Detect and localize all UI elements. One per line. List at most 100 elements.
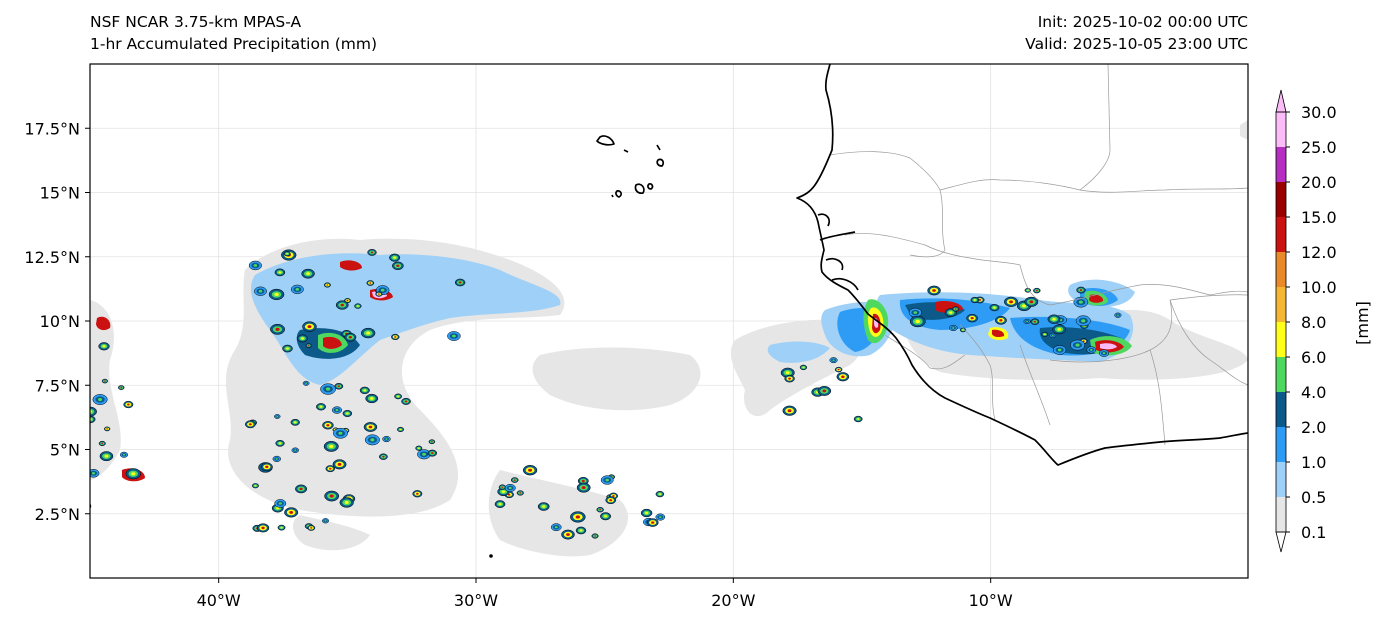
colorbar-tick-label: 10.0: [1301, 278, 1337, 297]
precip-cell-peak: [348, 336, 352, 339]
valid-time: Valid: 2025-10-05 23:00 UTC: [1025, 35, 1248, 53]
precip-cell-peak: [1102, 352, 1106, 355]
precip-cell-peak: [1035, 289, 1038, 292]
country-borders: [829, 64, 1248, 446]
precip-cell-peak: [377, 293, 380, 295]
precip-cell-peak: [275, 458, 278, 460]
precip-cell-peak: [337, 385, 340, 388]
precip-cell-peak: [253, 264, 258, 267]
colorbar-tick-label: 12.0: [1301, 243, 1337, 262]
colorbar-tick-label: 25.0: [1301, 138, 1337, 157]
precip-cell-peak: [1052, 317, 1056, 321]
precip-cell-peak: [787, 409, 792, 413]
precip-cell-peak: [301, 337, 304, 340]
precip-cell-peak: [329, 467, 332, 470]
colorbar-tick-label: 8.0: [1301, 313, 1326, 332]
precip-cell-peak: [431, 441, 433, 443]
precip-cell-peak: [278, 442, 282, 445]
precip-cell-peak: [581, 479, 585, 483]
lon-tick-label: 40°W: [197, 591, 241, 610]
precip-cell-peak: [452, 334, 456, 338]
precip-cell-peak: [122, 453, 126, 456]
precip-cell-core: [81, 504, 89, 509]
precip-cell-peak: [566, 533, 570, 536]
precip-cell-peak: [508, 486, 512, 490]
precip-cell-peak: [274, 292, 279, 297]
precip-cell-peak: [952, 327, 955, 329]
precip-cell-peak: [599, 508, 602, 511]
precip-cell-peak: [84, 505, 87, 508]
lat-tick-label: 17.5°N: [24, 119, 80, 138]
colorbar: 0.1 0.5 1.0 2.0 4.0 6.0 8.0 10.0 12.0 15.0 20.0 25.…: [1275, 89, 1337, 553]
precip-cell-peak: [394, 336, 397, 338]
precip-cell-peak: [344, 501, 349, 504]
colorbar-segment: [1276, 322, 1286, 357]
precip-cell-peak: [962, 329, 964, 331]
precip-cell-peak: [949, 311, 953, 314]
precip-cell-peak: [581, 486, 586, 490]
precip-cell-peak: [1079, 289, 1083, 292]
colorbar-segment: [1276, 112, 1286, 147]
precip-cell-peak: [973, 299, 976, 301]
precip-cell-peak: [258, 289, 263, 293]
colorbar-extend-min: [1275, 531, 1287, 553]
precip-cell-peak: [507, 493, 511, 496]
precip-cell-peak: [329, 444, 334, 448]
precip-cell-peak: [306, 272, 310, 276]
precip-cell-peak: [326, 284, 329, 286]
axis-ticks: 40°W 30°W 20°W 10°W 2.5°N 5°N 7.5°N 10°N 12.5°N 1…: [24, 119, 1013, 610]
lon-tick-label: 20°W: [711, 591, 755, 610]
colorbar-segment: [1276, 182, 1286, 217]
title-block: NSF NCAR 3.75-km MPAS-A 1-hr Accumulated…: [90, 11, 377, 55]
precip-cell-peak: [310, 527, 313, 529]
precip-cell-peak: [248, 423, 252, 426]
precip-cell-peak: [458, 281, 462, 284]
precip-cell-peak: [289, 510, 294, 514]
precip-cell-peak: [605, 478, 609, 482]
precip-cell-peak: [822, 389, 827, 393]
precip-cell-peak: [422, 452, 426, 456]
precip-cell-peak: [101, 442, 104, 445]
precip-cell-peak: [915, 319, 920, 324]
precip-cell-peak: [278, 271, 282, 274]
precip-cell-peak: [932, 289, 936, 292]
precip-cell-peak: [1022, 304, 1027, 308]
precip-cell-peak: [382, 455, 385, 458]
precip-cell-peak: [295, 288, 300, 291]
precip-cell-peak: [369, 282, 372, 284]
colorbar-tick-label: 0.1: [1301, 523, 1326, 542]
precip-cell-peak: [501, 486, 504, 488]
precip-cell-peak: [431, 452, 434, 455]
precip-cell-peak: [785, 371, 790, 375]
precip-cell-peak: [609, 499, 613, 502]
precip-cell-peak: [370, 438, 375, 442]
precip-cell-peak: [1009, 300, 1013, 304]
precip-cell-peak: [1075, 343, 1080, 347]
precip-cell-peak: [575, 515, 580, 519]
precip-cell-peak: [366, 331, 371, 335]
precip-cell-peak: [293, 421, 297, 424]
precip-cell-peak: [305, 382, 308, 384]
precip-cell-peak: [513, 479, 516, 481]
precip-cell-peak: [280, 526, 283, 529]
convective-cells: [81, 249, 1122, 540]
precip-cell-peak: [498, 503, 502, 506]
precip-cell-peak: [393, 256, 397, 259]
precip-cell-peak: [380, 288, 385, 292]
precip-cell-peak: [325, 387, 331, 391]
precip-cell-peak: [265, 465, 269, 469]
precip-cell-peak: [1057, 327, 1062, 331]
lon-tick-label: 10°W: [969, 591, 1013, 610]
precip-cell-peak: [286, 253, 289, 255]
precip-cell-peak: [1033, 320, 1037, 323]
precip-cell-peak: [335, 409, 339, 412]
colorbar-tick-label: 4.0: [1301, 383, 1326, 402]
colorbar-tick-label: 20.0: [1301, 173, 1337, 192]
precip-cell-peak: [396, 264, 400, 267]
precip-cell-peak: [999, 319, 1003, 322]
colorbar-tick-label: 0.5: [1301, 488, 1326, 507]
island-dot: [489, 554, 493, 558]
time-block: Init: 2025-10-02 00:00 UTC Valid: 2025-1…: [1025, 11, 1248, 55]
precip-cell-peak: [326, 424, 330, 427]
colorbar-segment: [1276, 252, 1286, 287]
